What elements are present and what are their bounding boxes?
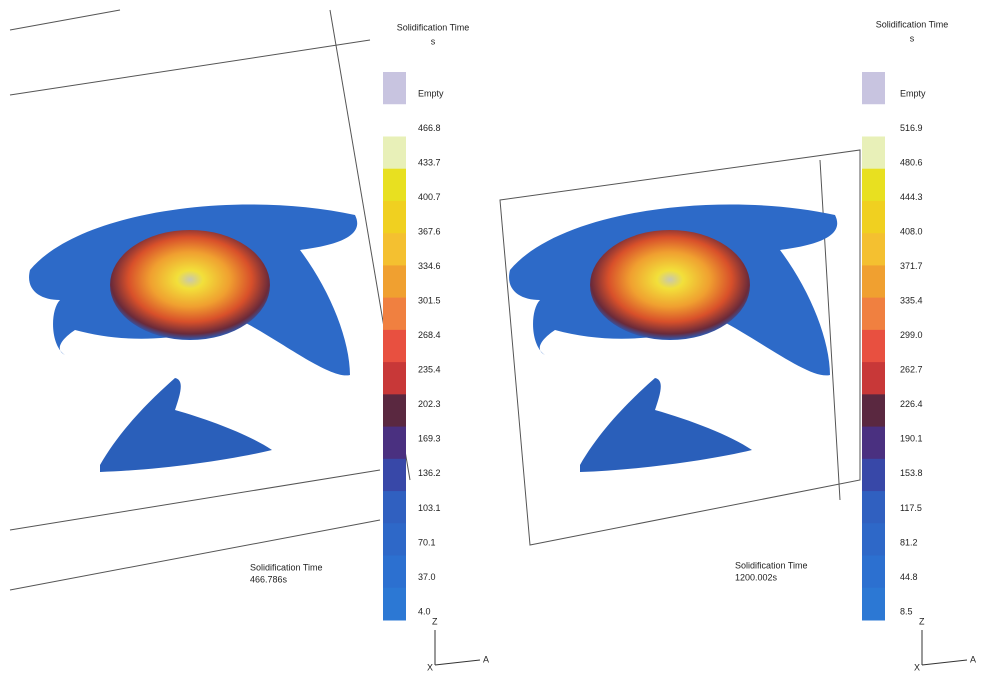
legend-label: 334.6 bbox=[418, 261, 441, 271]
color-band bbox=[383, 427, 406, 460]
legend-label: 103.1 bbox=[418, 503, 441, 513]
axis-label: Z bbox=[432, 616, 438, 626]
color-band bbox=[862, 104, 885, 137]
color-band bbox=[862, 298, 885, 331]
legend-label: 466.8 bbox=[418, 123, 441, 133]
color-band bbox=[383, 298, 406, 331]
frame-edge bbox=[10, 520, 380, 590]
legend-unit: s bbox=[431, 36, 436, 46]
color-band bbox=[383, 588, 406, 621]
legend-label: Empty bbox=[418, 88, 444, 98]
color-band bbox=[862, 362, 885, 395]
color-band bbox=[383, 556, 406, 589]
legend-label: 226.4 bbox=[900, 399, 923, 409]
color-band bbox=[383, 104, 406, 137]
caption-title: Solidification Time bbox=[250, 562, 323, 572]
axis-a bbox=[922, 660, 967, 665]
color-band bbox=[862, 491, 885, 524]
screenshot: Solidification Time s Empty 466.8 433.7 400.7… bbox=[0, 0, 983, 681]
legend-label: 153.8 bbox=[900, 468, 923, 478]
color-band bbox=[383, 201, 406, 234]
legend-label: 367.6 bbox=[418, 227, 441, 237]
legend-label: 444.3 bbox=[900, 192, 923, 202]
legend-label: 136.2 bbox=[418, 468, 441, 478]
color-band bbox=[383, 233, 406, 266]
legend-title: Solidification Time bbox=[876, 19, 949, 29]
caption-title: Solidification Time bbox=[735, 560, 808, 570]
legend-label: 8.5 bbox=[900, 606, 913, 616]
color-band bbox=[862, 588, 885, 621]
color-band bbox=[862, 136, 885, 169]
color-band bbox=[383, 169, 406, 202]
color-band bbox=[862, 72, 885, 105]
color-band bbox=[862, 394, 885, 427]
color-band bbox=[383, 394, 406, 427]
legend-label: 190.1 bbox=[900, 434, 923, 444]
color-band bbox=[383, 491, 406, 524]
casting-model bbox=[29, 204, 357, 472]
legend-label: 44.8 bbox=[900, 572, 918, 582]
legend-label: 268.4 bbox=[418, 330, 441, 340]
legend-label: 202.3 bbox=[418, 399, 441, 409]
legend-label: 335.4 bbox=[900, 296, 923, 306]
legend-label: 117.5 bbox=[900, 503, 922, 513]
legend-label: 262.7 bbox=[900, 365, 923, 375]
legend-label: 4.0 bbox=[418, 606, 431, 616]
legend-label: 37.0 bbox=[418, 572, 436, 582]
frame-edge bbox=[10, 470, 380, 530]
axis-label: X bbox=[427, 662, 433, 672]
axis-label: A bbox=[483, 654, 489, 664]
legend-label: Empty bbox=[900, 88, 926, 98]
legend-label: 169.3 bbox=[418, 434, 441, 444]
legend-label: 235.4 bbox=[418, 365, 441, 375]
legend-label: 516.9 bbox=[900, 123, 923, 133]
color-band bbox=[862, 330, 885, 363]
legend-label: 400.7 bbox=[418, 192, 441, 202]
color-band bbox=[383, 330, 406, 363]
color-band bbox=[862, 427, 885, 460]
color-band bbox=[383, 265, 406, 298]
left-panel bbox=[10, 10, 410, 590]
axis-label: X bbox=[914, 662, 920, 672]
legend-title: Solidification Time bbox=[397, 22, 470, 32]
color-band bbox=[862, 169, 885, 202]
color-band bbox=[383, 72, 406, 105]
frame-edge bbox=[10, 40, 370, 95]
color-band bbox=[383, 362, 406, 395]
color-band bbox=[862, 556, 885, 589]
color-band bbox=[862, 233, 885, 266]
axis-label: Z bbox=[919, 616, 925, 626]
frame-edge bbox=[10, 10, 120, 30]
caption-time: 466.786s bbox=[250, 574, 288, 584]
legend-label: 299.0 bbox=[900, 330, 923, 340]
legend-label: 81.2 bbox=[900, 537, 918, 547]
legend-label: 480.6 bbox=[900, 157, 923, 167]
color-band bbox=[862, 459, 885, 492]
legend-label: 301.5 bbox=[418, 296, 441, 306]
caption-time: 1200.002s bbox=[735, 572, 778, 582]
color-band bbox=[383, 523, 406, 556]
legend-label: 371.7 bbox=[900, 261, 923, 271]
color-band bbox=[862, 523, 885, 556]
axis-label: A bbox=[970, 654, 976, 664]
color-band bbox=[383, 136, 406, 169]
color-band bbox=[862, 265, 885, 298]
legend-label: 433.7 bbox=[418, 157, 441, 167]
right-panel bbox=[500, 150, 860, 545]
legend-label: 408.0 bbox=[900, 227, 923, 237]
legend-label: 70.1 bbox=[418, 537, 436, 547]
color-band bbox=[862, 201, 885, 234]
axis-a bbox=[435, 660, 480, 665]
color-band bbox=[383, 459, 406, 492]
legend-unit: s bbox=[910, 33, 915, 43]
casting-model bbox=[509, 204, 837, 472]
